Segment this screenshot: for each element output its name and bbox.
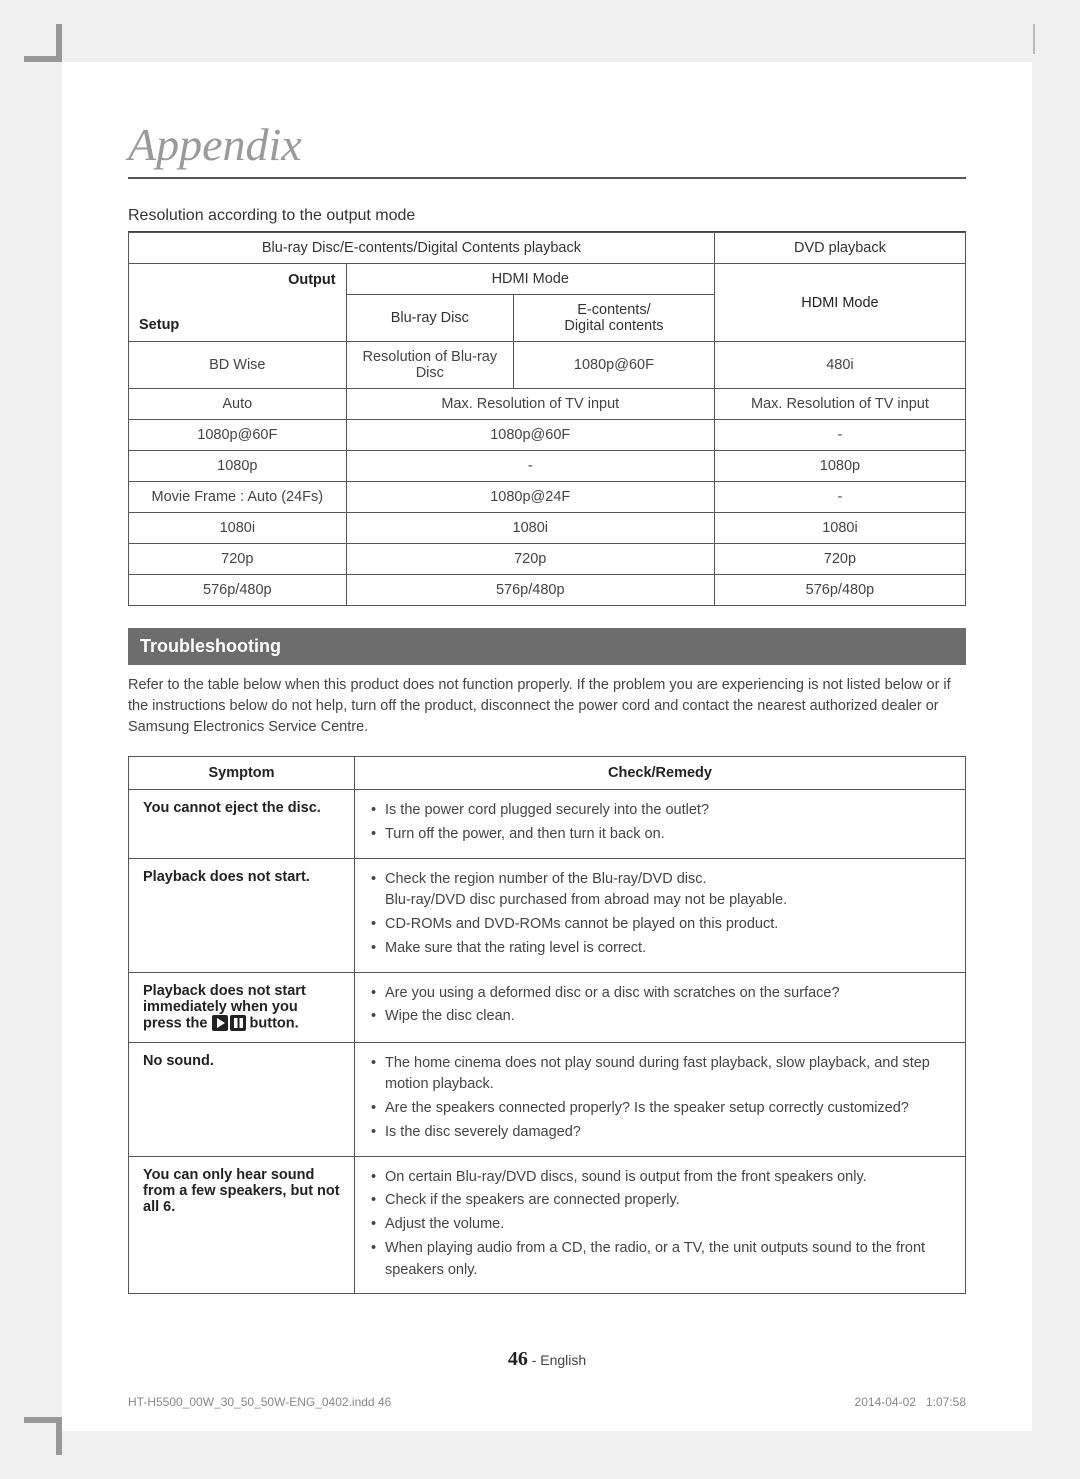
list-item: Adjust the volume. bbox=[369, 1214, 951, 1236]
table-header: HDMI Mode bbox=[346, 264, 714, 295]
page-number: 46 bbox=[508, 1348, 528, 1370]
col-symptom: Symptom bbox=[129, 757, 355, 790]
indd-filename: HT-H5500_00W_30_50_50W-ENG_0402.indd 46 bbox=[128, 1395, 391, 1409]
footer-lang: - bbox=[532, 1352, 541, 1368]
cell: 1080i bbox=[346, 513, 714, 544]
cell: 1080p bbox=[129, 451, 347, 482]
play-pause-icon bbox=[212, 1015, 246, 1032]
table-row: 576p/480p 576p/480p 576p/480p bbox=[129, 575, 966, 606]
remedy: Is the power cord plugged securely into … bbox=[354, 790, 965, 859]
setup-label: Setup bbox=[139, 317, 179, 333]
cell: Movie Frame : Auto (24Fs) bbox=[129, 482, 347, 513]
cell: 720p bbox=[129, 544, 347, 575]
list-item: Wipe the disc clean. bbox=[369, 1006, 951, 1028]
cell: 480i bbox=[714, 342, 965, 389]
cell: 720p bbox=[714, 544, 965, 575]
list-item: Check the region number of the Blu-ray/D… bbox=[369, 869, 951, 913]
symptom: Playback does not start immediately when… bbox=[129, 972, 355, 1042]
troubleshooting-table: Symptom Check/Remedy You cannot eject th… bbox=[128, 756, 966, 1294]
title-rule bbox=[128, 177, 966, 179]
resolution-table: Blu-ray Disc/E-contents/Digital Contents… bbox=[128, 232, 966, 606]
list-item: Make sure that the rating level is corre… bbox=[369, 938, 951, 960]
output-label: Output bbox=[288, 272, 336, 288]
table-row: Movie Frame : Auto (24Fs) 1080p@24F - bbox=[129, 482, 966, 513]
table-row: You can only hear sound from a few speak… bbox=[129, 1156, 966, 1294]
list-item: On certain Blu-ray/DVD discs, sound is o… bbox=[369, 1167, 951, 1189]
cell: Resolution of Blu-ray Disc bbox=[346, 342, 513, 389]
cell: - bbox=[714, 482, 965, 513]
cell: - bbox=[714, 420, 965, 451]
symptom: Playback does not start. bbox=[129, 858, 355, 972]
cell: 720p bbox=[346, 544, 714, 575]
table-row: No sound. The home cinema does not play … bbox=[129, 1042, 966, 1156]
print-datetime: 2014-04-02 1:07:58 bbox=[855, 1395, 966, 1409]
symptom: No sound. bbox=[129, 1042, 355, 1156]
table-header: Blu-ray Disc/E-contents/Digital Contents… bbox=[129, 233, 715, 264]
page-footer: 46 - English bbox=[62, 1348, 1032, 1371]
cell: Max. Resolution of TV input bbox=[714, 389, 965, 420]
table-row: You cannot eject the disc. Is the power … bbox=[129, 790, 966, 859]
table-header: Blu-ray Disc bbox=[346, 295, 513, 342]
table-header: E-contents/ Digital contents bbox=[514, 295, 715, 342]
cell: - bbox=[346, 451, 714, 482]
cell: BD Wise bbox=[129, 342, 347, 389]
troubleshooting-heading: Troubleshooting bbox=[128, 628, 966, 665]
cell: 1080i bbox=[129, 513, 347, 544]
table-header: DVD playback bbox=[714, 233, 965, 264]
footer-lang-text: English bbox=[540, 1352, 586, 1368]
list-item: When playing audio from a CD, the radio,… bbox=[369, 1238, 951, 1282]
page-title: Appendix bbox=[128, 118, 966, 171]
list-item: The home cinema does not play sound duri… bbox=[369, 1053, 951, 1097]
table-row: 1080i 1080i 1080i bbox=[129, 513, 966, 544]
print-time: 1:07:58 bbox=[926, 1395, 966, 1409]
cell: Max. Resolution of TV input bbox=[346, 389, 714, 420]
cell: 1080p@24F bbox=[346, 482, 714, 513]
list-item: Is the disc severely damaged? bbox=[369, 1122, 951, 1144]
table-row: 720p 720p 720p bbox=[129, 544, 966, 575]
remedy: Are you using a deformed disc or a disc … bbox=[354, 972, 965, 1042]
print-meta: HT-H5500_00W_30_50_50W-ENG_0402.indd 46 … bbox=[128, 1395, 966, 1409]
symptom-text-post: button. bbox=[246, 1015, 299, 1031]
list-item: Is the power cord plugged securely into … bbox=[369, 800, 951, 822]
cell: 1080p@60F bbox=[514, 342, 715, 389]
table-row: Playback does not start immediately when… bbox=[129, 972, 966, 1042]
cell: 576p/480p bbox=[714, 575, 965, 606]
remedy: On certain Blu-ray/DVD discs, sound is o… bbox=[354, 1156, 965, 1294]
print-date: 2014-04-02 bbox=[855, 1395, 916, 1409]
list-item: Are the speakers connected properly? Is … bbox=[369, 1098, 951, 1120]
cell: 1080p@60F bbox=[129, 420, 347, 451]
troubleshooting-intro: Refer to the table below when this produ… bbox=[128, 675, 966, 738]
page: Appendix Resolution according to the out… bbox=[62, 62, 1032, 1431]
symptom: You can only hear sound from a few speak… bbox=[129, 1156, 355, 1294]
table-header: HDMI Mode bbox=[714, 264, 965, 342]
symptom: You cannot eject the disc. bbox=[129, 790, 355, 859]
table-row: 1080p - 1080p bbox=[129, 451, 966, 482]
cell: 1080p@60F bbox=[346, 420, 714, 451]
table-row: Playback does not start. Check the regio… bbox=[129, 858, 966, 972]
remedy: Check the region number of the Blu-ray/D… bbox=[354, 858, 965, 972]
table-row: 1080p@60F 1080p@60F - bbox=[129, 420, 966, 451]
col-remedy: Check/Remedy bbox=[354, 757, 965, 790]
remedy: The home cinema does not play sound duri… bbox=[354, 1042, 965, 1156]
cell: 1080i bbox=[714, 513, 965, 544]
cell: 1080p bbox=[714, 451, 965, 482]
list-item: Are you using a deformed disc or a disc … bbox=[369, 983, 951, 1005]
cell: Auto bbox=[129, 389, 347, 420]
table-row: Auto Max. Resolution of TV input Max. Re… bbox=[129, 389, 966, 420]
list-item: Check if the speakers are connected prop… bbox=[369, 1190, 951, 1212]
list-item: CD-ROMs and DVD-ROMs cannot be played on… bbox=[369, 914, 951, 936]
cell: 576p/480p bbox=[129, 575, 347, 606]
setup-output-cell: Output Setup bbox=[129, 264, 347, 342]
resolution-subhead: Resolution according to the output mode bbox=[128, 207, 966, 232]
table-row: BD Wise Resolution of Blu-ray Disc 1080p… bbox=[129, 342, 966, 389]
list-item: Turn off the power, and then turn it bac… bbox=[369, 824, 951, 846]
cell: 576p/480p bbox=[346, 575, 714, 606]
